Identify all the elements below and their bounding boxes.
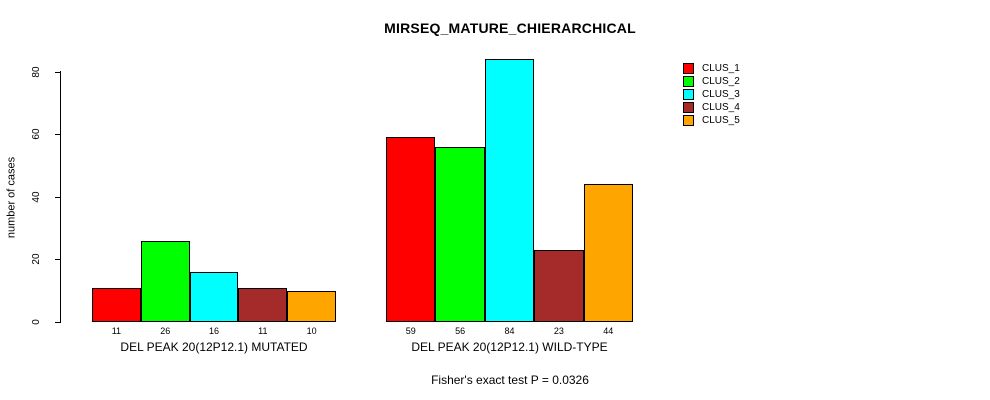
y-tick-label: 0 <box>31 319 42 325</box>
legend-item-clus-1: CLUS_1 <box>683 62 740 75</box>
legend-label-clus-5: CLUS_5 <box>702 115 740 126</box>
bar-clus_3-group2 <box>484 59 535 322</box>
y-tick-mark <box>55 71 60 73</box>
legend-swatch-clus-5 <box>683 115 694 126</box>
legend-item-clus-2: CLUS_2 <box>683 75 740 88</box>
y-tick-mark <box>55 134 60 136</box>
bar-clus_1-group2 <box>386 137 436 322</box>
bar-clus_1-group1 <box>92 287 141 322</box>
y-tick-mark <box>55 259 60 261</box>
legend: CLUS_1 CLUS_2 CLUS_3 CLUS_4 CLUS_5 <box>683 62 740 127</box>
bar-clus_4-group2 <box>534 250 584 322</box>
legend-label-clus-3: CLUS_3 <box>702 89 740 100</box>
bar-value-label: 23 <box>553 326 564 336</box>
legend-item-clus-5: CLUS_5 <box>683 114 740 127</box>
legend-swatch-clus-4 <box>683 102 694 113</box>
bar-clus_5-group1 <box>287 290 336 322</box>
legend-swatch-clus-3 <box>683 89 694 100</box>
chart-title: MIRSEQ_MATURE_CHIERARCHICAL <box>384 20 636 36</box>
bar-value-label: 11 <box>111 326 122 336</box>
legend-label-clus-2: CLUS_2 <box>702 76 740 87</box>
bar-clus_4-group1 <box>238 287 288 322</box>
group-label-wild-type: DEL PEAK 20(12P12.1) WILD-TYPE <box>411 340 608 354</box>
y-tick-label: 20 <box>31 253 42 265</box>
bar-value-label: 26 <box>160 326 171 336</box>
bar-clus_2-group1 <box>140 240 190 322</box>
legend-item-clus-4: CLUS_4 <box>683 101 740 114</box>
y-tick-mark <box>55 322 60 323</box>
legend-swatch-clus-2 <box>683 76 694 87</box>
bar-clus_2-group2 <box>435 146 485 322</box>
bar-value-label: 59 <box>405 326 416 336</box>
y-tick-label: 80 <box>31 66 42 78</box>
y-tick-label: 40 <box>31 191 42 203</box>
legend-label-clus-1: CLUS_1 <box>702 63 740 74</box>
group-label-mutated: DEL PEAK 20(12P12.1) MUTATED <box>120 340 308 354</box>
bar-value-label: 10 <box>306 326 317 336</box>
y-tick-mark <box>55 196 60 198</box>
bar-value-label: 16 <box>208 326 219 336</box>
bar-clus_5-group2 <box>583 184 633 322</box>
legend-swatch-clus-1 <box>683 63 694 74</box>
bar-value-label: 44 <box>603 326 614 336</box>
legend-label-clus-4: CLUS_4 <box>702 102 740 113</box>
bar-value-label: 84 <box>504 326 515 336</box>
bar-clus_3-group1 <box>189 271 239 322</box>
y-axis-title: number of cases <box>5 156 18 239</box>
bar-value-label: 11 <box>258 326 268 336</box>
bar-value-label: 56 <box>455 326 466 336</box>
fisher-test-annotation: Fisher's exact test P = 0.0326 <box>431 373 589 387</box>
y-tick-label: 60 <box>31 128 42 140</box>
legend-item-clus-3: CLUS_3 <box>683 88 740 101</box>
y-axis-line <box>60 71 61 323</box>
